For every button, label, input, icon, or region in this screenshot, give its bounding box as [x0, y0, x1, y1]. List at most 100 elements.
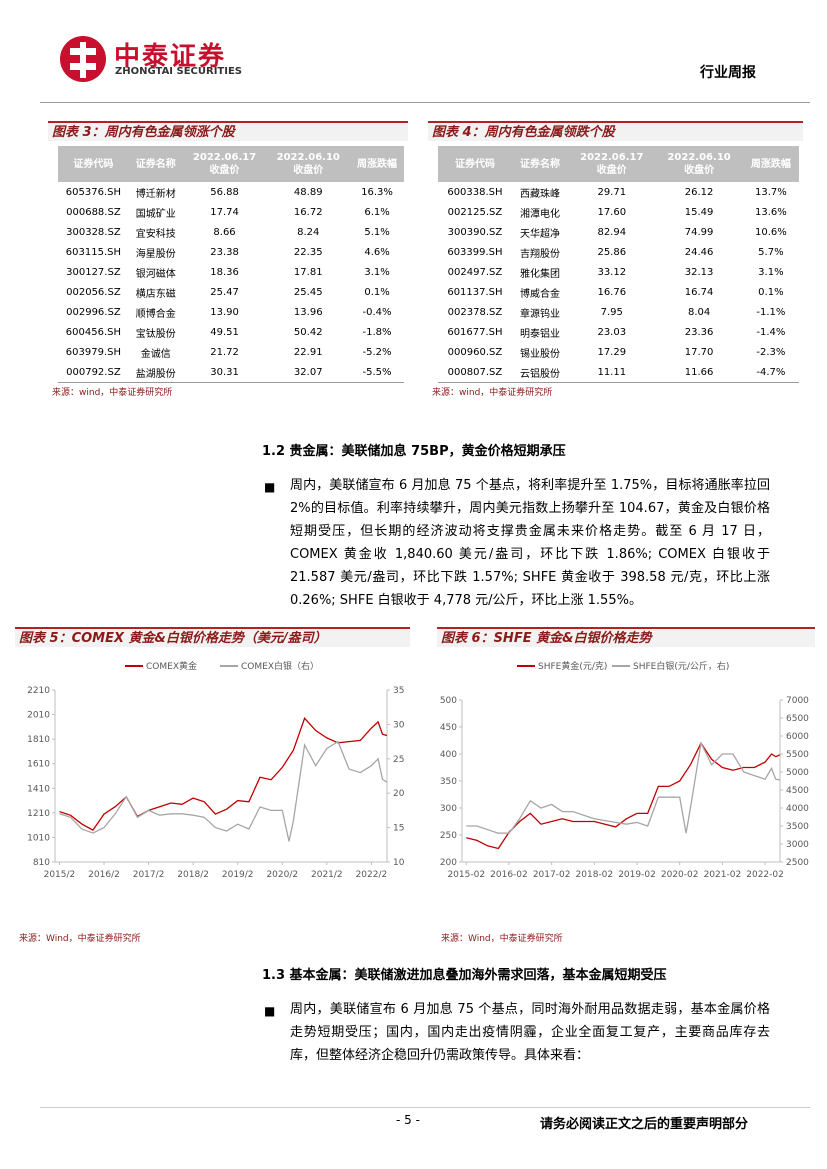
- table-cell: 明泰铝业: [520, 328, 560, 340]
- chart-title: 图表 6：SHFE 黄金&白银价格走势: [437, 627, 815, 647]
- table-cell: 博威合金: [520, 288, 560, 300]
- table-cell: 002996.SZ: [66, 306, 121, 318]
- table-cell: 603399.SH: [447, 246, 503, 258]
- table-cell: 002497.SZ: [447, 266, 503, 278]
- data-table: 证券代码 证券名称 2022.06.17 收盘价 2022.06.10 收盘价 周涨跌幅 60…: [438, 146, 799, 383]
- y-tick-label: 400: [440, 750, 457, 760]
- table-cell: 23.03: [597, 326, 627, 338]
- table-cell: 8.24: [297, 226, 320, 238]
- x-tick-label: 2020/2: [266, 870, 298, 880]
- table-row: 002378.SZ 章源钨业 7.95 8.04 -1.1%: [438, 302, 799, 322]
- y-tick-label: 300: [440, 804, 457, 814]
- table-row: 000792.SZ 盐湖股份 30.31 32.07 -5.5%: [58, 362, 404, 383]
- table-cell: 17.74: [210, 206, 239, 218]
- table-cell: 30.31: [210, 366, 239, 378]
- header-line: 2022.06.10: [667, 152, 731, 163]
- table-cell: 3.1%: [758, 266, 784, 278]
- y2-tick-label: 30: [393, 720, 405, 730]
- table-cell: 600338.SH: [447, 186, 503, 198]
- y2-tick-label: 3000: [786, 840, 809, 850]
- header-cell: 2022.06.17 收盘价: [568, 146, 656, 182]
- table-cell: -0.4%: [362, 306, 392, 318]
- header-line: 2022.06.17: [192, 152, 257, 163]
- table-source: 来源：wind，中泰证券研究所: [432, 388, 553, 398]
- table-cell: 云铝股份: [520, 368, 560, 380]
- table-cell: 603979.SH: [65, 346, 122, 358]
- table-row: 600456.SH 宝钛股份 49.51 50.42 -1.8%: [58, 322, 404, 342]
- table-cell: 16.76: [597, 286, 627, 298]
- header-cell: 2022.06.10 收盘价: [266, 146, 351, 182]
- section-heading: 1.3 基本金属：美联储激进加息叠加海外需求回落，基本金属短期受压: [262, 968, 667, 983]
- table-cell: 0.1%: [758, 286, 784, 298]
- table-cell: 603115.SH: [65, 246, 122, 258]
- table-cell: 金诚信: [140, 348, 171, 360]
- table-row: 002125.SZ 湘潭电化 17.60 15.49 13.6%: [438, 202, 799, 222]
- table-cell: 国城矿业: [135, 208, 176, 220]
- section-heading: 1.2 贵金属：美联储加息 75BP，黄金价格短期承压: [262, 444, 566, 459]
- x-tick-label: 2022/2: [356, 870, 388, 880]
- legend-label: SHFE白银(元/公斤，右): [633, 660, 729, 672]
- table-cell: 11.11: [597, 366, 627, 378]
- paragraph: 周内，美联储宣布 6 月加息 75 个基点，将利率提升至 1.75%，目标将通胀…: [290, 478, 770, 608]
- table-cell: 17.29: [597, 346, 627, 358]
- table-row: 002056.SZ 横店东磁 25.47 25.45 0.1%: [58, 282, 404, 302]
- table-cell: 17.70: [684, 346, 714, 358]
- header-line: 收盘价: [209, 165, 240, 176]
- y-tick-label: 1810: [27, 735, 50, 745]
- table-cell: 21.72: [210, 346, 239, 358]
- table-cell: 74.99: [684, 226, 714, 238]
- table-cell: 15.49: [684, 206, 714, 218]
- table-row: 300328.SZ 宜安科技 8.66 8.24 5.1%: [58, 222, 404, 242]
- table-row: 002996.SZ 顺博合金 13.90 13.96 -0.4%: [58, 302, 404, 322]
- table-cell: 7.95: [600, 306, 623, 318]
- x-tick-label: 2019-02: [618, 870, 656, 880]
- table-cell: -1.4%: [756, 326, 786, 338]
- brand-en: ZHONGTAI SECURITIES: [115, 66, 242, 77]
- table-cell: 23.36: [684, 326, 714, 338]
- table-cell: 6.1%: [364, 206, 390, 218]
- header-line: 收盘价: [596, 165, 627, 176]
- table-cell: 海星股份: [135, 248, 176, 260]
- table-cell: 002378.SZ: [447, 306, 503, 318]
- table-cell: 博迁新材: [135, 188, 176, 200]
- series-line: [466, 741, 781, 850]
- y2-tick-label: 20: [393, 789, 405, 799]
- y2-tick-label: 3500: [786, 822, 809, 832]
- table-cell: 锡业股份: [520, 348, 560, 360]
- x-tick-label: 2022-02: [746, 870, 784, 880]
- y2-tick-label: 15: [393, 824, 404, 834]
- x-tick-label: 2017-02: [533, 870, 571, 880]
- bullet: ■: [264, 480, 276, 494]
- table-row: 300390.SZ 天华超净 82.94 74.99 10.6%: [438, 222, 799, 242]
- table-cell: 宜安科技: [135, 228, 176, 240]
- table-cell: 24.46: [684, 246, 714, 258]
- table-row: 600338.SH 西藏珠峰 29.71 26.12 13.7%: [438, 182, 799, 202]
- header-rule: [40, 102, 810, 103]
- table-title: 图表 4：周内有色金属领跌个股: [428, 121, 803, 141]
- table-cell: 300390.SZ: [447, 226, 503, 238]
- table-cell: 5.7%: [758, 246, 784, 258]
- table-cell: 16.72: [293, 206, 323, 218]
- table-cell: 32.13: [684, 266, 714, 278]
- table-cell: 3.1%: [364, 266, 390, 278]
- x-tick-label: 2015-02: [447, 870, 485, 880]
- series-line: [59, 717, 388, 831]
- table-source: 来源：wind，中泰证券研究所: [52, 388, 173, 398]
- table-cell: 23.38: [210, 246, 239, 258]
- table-cell: 8.04: [687, 306, 711, 318]
- y-tick-label: 2010: [27, 711, 50, 721]
- table-cell: 10.6%: [754, 226, 787, 238]
- table-cell: 33.12: [597, 266, 627, 278]
- doc-type: 行业周报: [700, 65, 756, 81]
- table-cell: -1.8%: [362, 326, 392, 338]
- table-cell: 002056.SZ: [66, 286, 121, 298]
- table-cell: 13.6%: [754, 206, 787, 218]
- table-row: 300127.SZ 银河磁体 18.36 17.81 3.1%: [58, 262, 404, 282]
- table-row: 601137.SH 博威合金 16.76 16.74 0.1%: [438, 282, 799, 302]
- table-cell: 吉翔股份: [520, 248, 560, 260]
- table-row: 603115.SH 海星股份 23.38 22.35 4.6%: [58, 242, 404, 262]
- table-cell: 22.35: [293, 246, 323, 258]
- table-cell: 盐湖股份: [135, 368, 176, 380]
- table-cell: 000960.SZ: [447, 346, 503, 358]
